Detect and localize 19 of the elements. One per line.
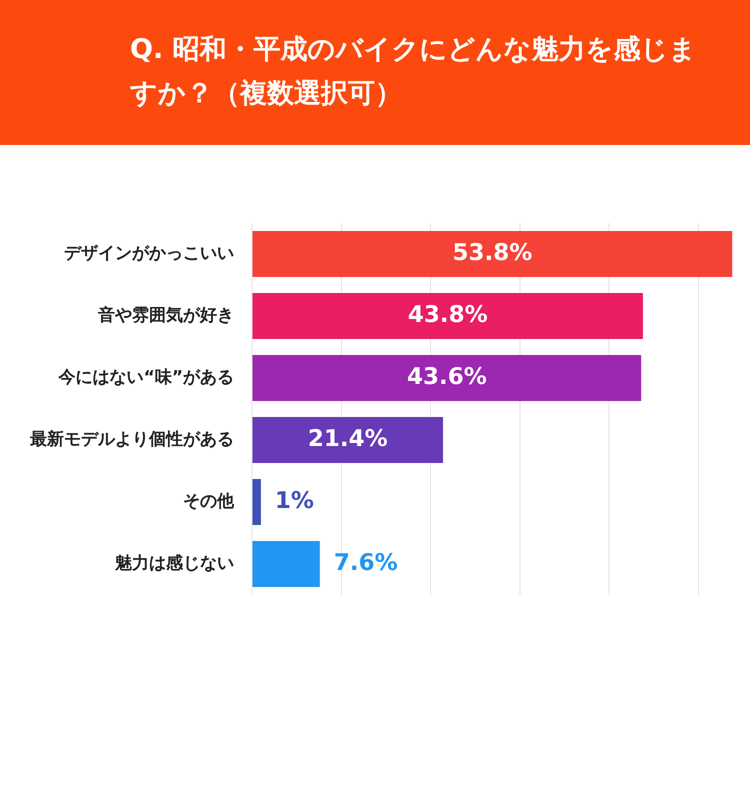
data-label: 43.6% — [406, 364, 487, 390]
data-label: 43.8% — [408, 302, 488, 328]
y-tick-label: 音や雰囲気が好き — [97, 305, 234, 326]
bar — [252, 479, 261, 525]
y-tick-label: その他 — [183, 491, 235, 512]
y-tick-label: デザインがかっこいい — [64, 243, 234, 264]
data-label: 53.8% — [452, 240, 532, 266]
bar — [252, 541, 320, 587]
data-label: 1% — [274, 488, 314, 514]
bar — [252, 231, 732, 277]
data-label: 7.6% — [334, 550, 398, 576]
y-tick-label: 魅力は感じない — [114, 553, 234, 574]
y-tick-label: 今にはない“味”がある — [58, 367, 234, 388]
y-tick-label: 最新モデルより個性がある — [29, 429, 234, 450]
bar — [252, 355, 642, 401]
data-label: 21.4% — [308, 426, 388, 452]
chart-title: Q. 昭和・平成のバイクにどんな魅力を感じますか？（複数選択可） — [0, 0, 750, 145]
bar — [252, 293, 643, 339]
bar — [252, 417, 444, 463]
